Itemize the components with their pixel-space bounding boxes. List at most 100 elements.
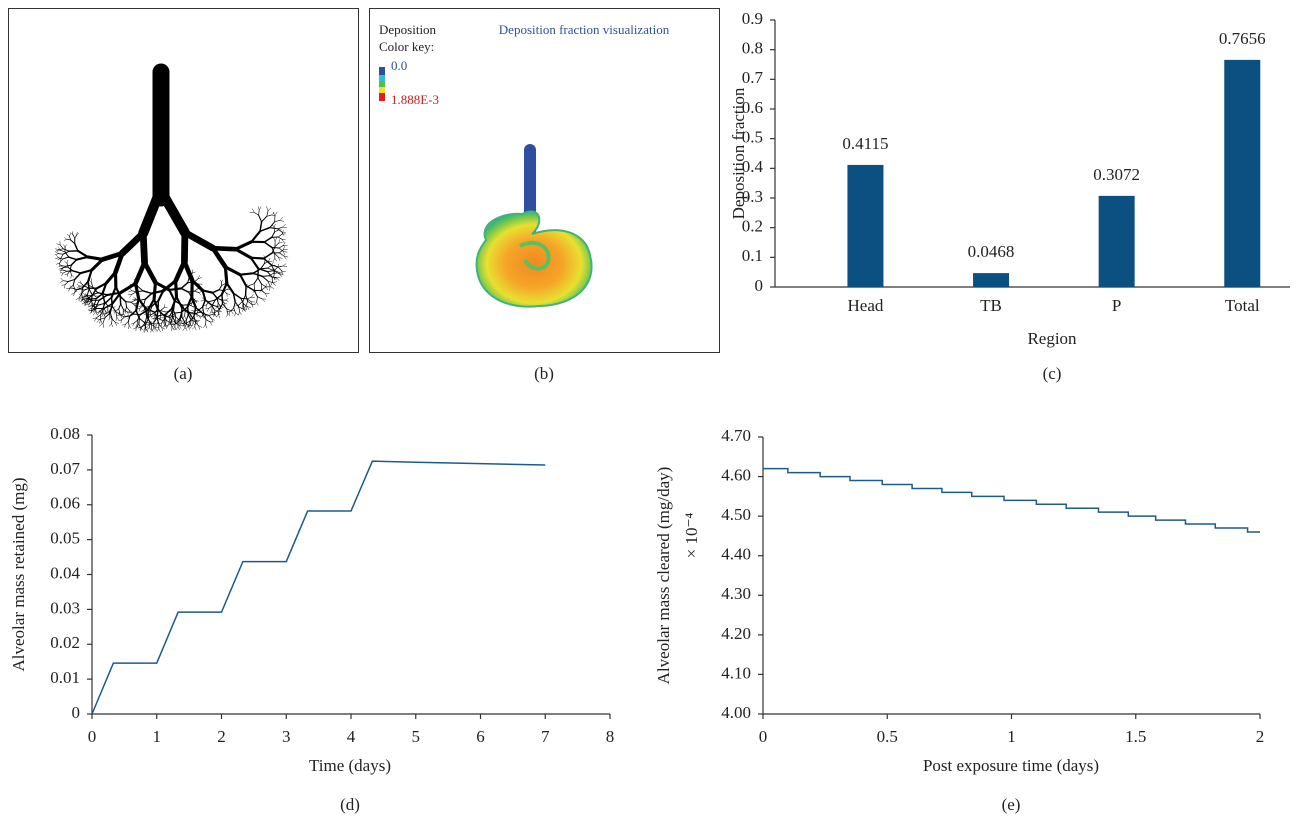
airway [158, 323, 163, 328]
airway [235, 312, 239, 316]
airway [198, 315, 203, 317]
airway [279, 220, 285, 222]
airway [197, 275, 200, 280]
airway [125, 321, 129, 325]
airway [211, 310, 214, 314]
airway [263, 236, 273, 243]
airway [266, 206, 269, 211]
airway [139, 298, 146, 301]
y-tick-label: 0.06 [50, 494, 80, 513]
airway [103, 300, 105, 308]
airway [128, 309, 131, 314]
airway [143, 304, 146, 310]
airway [96, 314, 101, 319]
x-tick-label: P [1112, 296, 1121, 315]
airway [115, 322, 117, 326]
airway [223, 289, 228, 292]
image-title: Deposition fraction visualization [499, 22, 670, 37]
airway [136, 307, 141, 309]
airway [171, 327, 176, 331]
bar [1224, 59, 1261, 287]
airway [143, 327, 146, 332]
airway [188, 325, 190, 330]
airway [172, 326, 176, 330]
y-axis-label: Alveolar mass cleared (mg/day) [654, 467, 673, 685]
airway [213, 309, 219, 313]
airway [276, 277, 280, 281]
airway [190, 278, 205, 292]
airway [208, 315, 213, 320]
airway [110, 296, 113, 307]
airway [261, 275, 269, 282]
airway [194, 299, 199, 302]
airway [133, 278, 137, 283]
airway [61, 265, 67, 269]
airway [129, 294, 133, 298]
airway [119, 312, 122, 315]
airway [87, 294, 90, 300]
airway [283, 255, 287, 260]
airway [220, 305, 224, 308]
airway [88, 288, 93, 295]
airway [146, 324, 150, 327]
airway [126, 311, 129, 315]
airway [154, 326, 157, 331]
airway [273, 223, 276, 228]
airway [224, 302, 228, 305]
airway [115, 308, 120, 312]
airway [120, 314, 123, 319]
airway [113, 250, 125, 275]
airway [220, 304, 223, 307]
airway [133, 327, 137, 330]
airway [190, 295, 197, 309]
x-tick-label: 7 [541, 727, 550, 746]
airway [258, 214, 263, 223]
airway [250, 301, 253, 306]
airway [83, 294, 88, 298]
airway [91, 282, 94, 288]
airway [132, 322, 135, 327]
airway [150, 328, 152, 333]
airway [125, 301, 128, 308]
airway [279, 216, 284, 221]
airway [144, 326, 146, 330]
airway [81, 302, 86, 305]
airway [56, 254, 59, 258]
airway [69, 235, 71, 241]
airway [88, 307, 92, 310]
airway [273, 270, 280, 273]
airway [256, 296, 258, 303]
airway [165, 307, 173, 315]
airway [266, 210, 269, 217]
airway [98, 309, 102, 312]
airway [82, 297, 84, 302]
airway [90, 257, 105, 272]
airway [54, 253, 59, 256]
caption: (a) [174, 364, 193, 383]
airway [267, 280, 274, 284]
airway [198, 315, 201, 319]
airway [261, 283, 267, 288]
airway [273, 237, 276, 242]
airway [56, 243, 61, 246]
airway [81, 280, 89, 289]
airway [138, 305, 143, 307]
airway [78, 281, 82, 284]
airway [60, 277, 64, 281]
airway [138, 317, 145, 323]
airway [157, 289, 165, 302]
airway [259, 226, 271, 233]
airway [96, 319, 100, 323]
airway [161, 320, 165, 324]
airway [247, 300, 253, 305]
airway [183, 319, 187, 324]
airway [146, 313, 148, 317]
deposition-image [475, 144, 593, 308]
airway [79, 280, 82, 284]
airway [265, 286, 268, 291]
airway [281, 270, 286, 272]
caption: (e) [1002, 795, 1021, 814]
airway [223, 290, 228, 295]
airway [211, 318, 213, 322]
airway [264, 255, 268, 259]
